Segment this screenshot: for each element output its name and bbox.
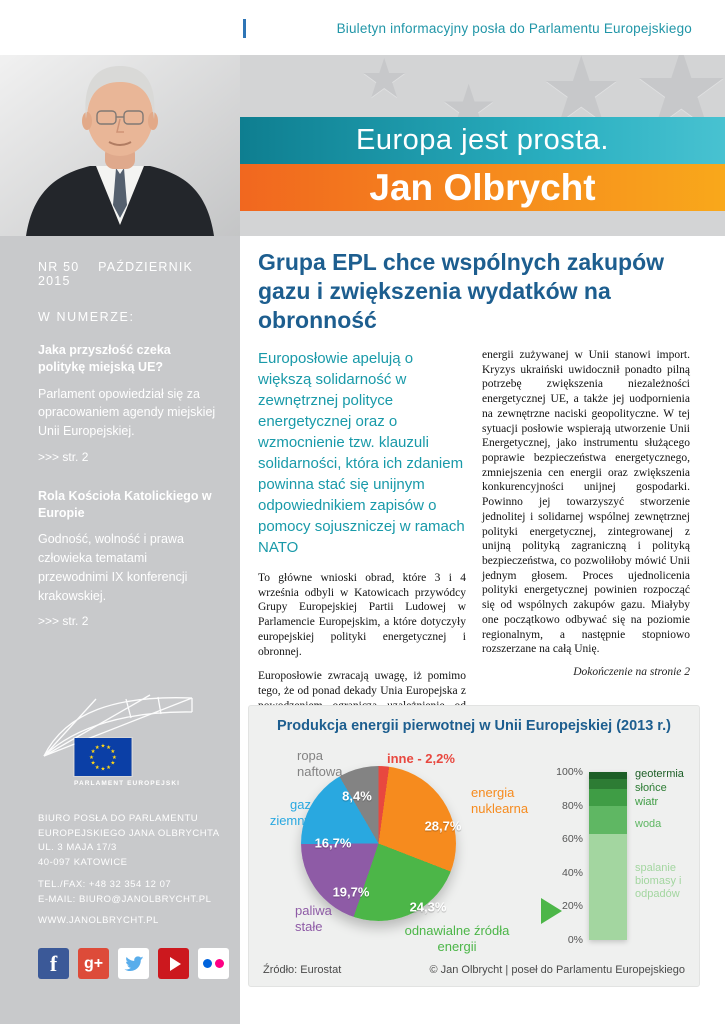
svg-text:★: ★ xyxy=(95,764,100,771)
header-banner: Europa jest prosta. Jan Olbrycht xyxy=(240,55,725,236)
social-icons-row: f g+ xyxy=(38,948,229,979)
article-lead: Europosłowie apelują o większą solidarno… xyxy=(258,349,465,556)
toc-item-body: Godność, wolność i prawa człowieka temat… xyxy=(38,532,188,603)
office-line: 40-097 KATOWICE xyxy=(38,857,128,869)
axis-tick-label: 80% xyxy=(561,799,583,812)
chart-copyright: © Jan Olbrycht | poseł do Parlamentu Eur… xyxy=(429,964,685,976)
bar-legend-item: wiatr xyxy=(635,796,659,808)
top-bar: Biuletyn informacyjny posła do Parlament… xyxy=(0,0,725,55)
accent-bar xyxy=(243,19,246,38)
bar-segment xyxy=(589,788,627,806)
office-email[interactable]: E-MAIL: BIURO@JANOLBRYCHT.PL xyxy=(38,893,212,905)
svg-text:★: ★ xyxy=(95,744,100,751)
issue-line: NR 50 PAŹDZIERNIK 2015 xyxy=(38,260,218,288)
office-line: EUROPEJSKIEGO JANA OLBRYCHTA xyxy=(38,827,220,839)
youtube-play-icon xyxy=(169,956,181,971)
twitter-icon[interactable] xyxy=(118,948,149,979)
portrait-photo xyxy=(0,55,240,236)
svg-text:★: ★ xyxy=(110,760,115,767)
continuation-note: Dokończenie na stronie 2 xyxy=(573,666,690,678)
bar-segment xyxy=(589,834,627,940)
toc-item-body: Parlament opowiedział się za opracowanie… xyxy=(38,386,216,439)
bar-legend-item: woda xyxy=(635,818,662,830)
bar-segment xyxy=(589,778,627,789)
in-this-issue-heading: W NUMERZE: xyxy=(38,310,135,324)
svg-text:★: ★ xyxy=(106,744,111,751)
pie-chart xyxy=(301,766,456,921)
toc-item-title: Jaka przyszłość czeka politykę miejską U… xyxy=(38,343,171,375)
ep-logo-block: ★ ★ ★ ★ ★ ★ ★ ★ ★ ★ ★ ★ PARLAMENT EUROPEJSKI xyxy=(38,688,213,808)
axis-tick-label: 20% xyxy=(561,900,583,913)
youtube-icon[interactable] xyxy=(158,948,189,979)
pie-slice-label: ropa naftowa xyxy=(297,748,343,779)
office-phone: TEL./FAX: +48 32 354 12 07 xyxy=(38,878,172,890)
svg-text:★: ★ xyxy=(100,765,105,772)
axis-tick-label: 60% xyxy=(561,833,583,846)
flickr-icon[interactable] xyxy=(198,948,229,979)
chart-title: Produkcja energii pierwotnej w Unii Euro… xyxy=(276,718,672,734)
eu-star-icon xyxy=(360,55,408,110)
pie-value-label: 24,3% xyxy=(409,899,447,915)
axis-tick-label: 100% xyxy=(556,766,583,778)
bar-segment xyxy=(589,772,627,779)
article-headline: Grupa EPL chce wspólnych zakupów gazu i … xyxy=(258,249,665,333)
flickr-pink-dot-icon xyxy=(215,959,224,968)
bar-legend-item: słońce xyxy=(635,782,667,794)
chart-source: Źródło: Eurostat xyxy=(263,964,342,976)
ep-logo-caption: PARLAMENT EUROPEJSKI xyxy=(74,780,181,787)
portrait-illustration xyxy=(0,55,240,236)
renewables-bar xyxy=(589,772,627,940)
google-plus-icon[interactable]: g+ xyxy=(78,948,109,979)
pie-value-label: 28,7% xyxy=(424,818,462,834)
article-paragraph: To główne wnioski obrad, które 3 i 4 wrz… xyxy=(258,571,466,658)
sidebar: NR 50 PAŹDZIERNIK 2015 W NUMERZE: Jaka p… xyxy=(0,236,240,1024)
energy-chart-box: Produkcja energii pierwotnej w Unii Euro… xyxy=(248,705,700,987)
pie-value-label: 8,4% xyxy=(342,788,372,804)
office-website[interactable]: WWW.JANOLBRYCHT.PL xyxy=(38,915,159,927)
facebook-icon[interactable]: f xyxy=(38,948,69,979)
pie-slice-label: energia nuklearna xyxy=(471,785,529,816)
bulletin-subtitle: Biuletyn informacyjny posła do Parlament… xyxy=(336,21,692,36)
toc-item-title: Rola Kościoła Katolickiego w Europie xyxy=(38,488,212,520)
name-band: Jan Olbrycht xyxy=(240,164,725,211)
svg-text:★: ★ xyxy=(112,754,117,761)
pie-slice-label: odnawialne źródła energii xyxy=(404,923,510,954)
tagline-band: Europa jest prosta. xyxy=(240,117,725,164)
issue-month: PAŹDZIERNIK 2015 xyxy=(38,260,194,288)
toc-item-page-link[interactable]: >>> str. 2 xyxy=(38,449,89,464)
bar-axis: 100% 80% 60% 40% 20% 0% xyxy=(539,766,583,946)
pie-value-label: 19,7% xyxy=(332,884,370,900)
bar-legend-item: spalanie biomasy i odpadów xyxy=(635,862,682,900)
pie-value-label: 16,7% xyxy=(314,835,352,851)
bar-segment xyxy=(589,805,627,835)
eu-flag-icon: ★ ★★ ★★★ ★★★ ★★★ xyxy=(74,738,132,776)
office-line: UL. 3 MAJA 17/3 xyxy=(38,842,117,854)
svg-text:★: ★ xyxy=(89,754,94,761)
svg-text:★: ★ xyxy=(91,748,96,755)
office-address: BIURO POSŁA DO PARLAMENTU EUROPEJSKIEGO … xyxy=(38,812,220,929)
toc-item-page-link[interactable]: >>> str. 2 xyxy=(38,614,89,629)
ep-building-sketch-icon xyxy=(43,694,193,757)
flickr-blue-dot-icon xyxy=(203,959,212,968)
svg-text:★: ★ xyxy=(91,760,96,767)
issue-number: NR 50 xyxy=(38,260,80,274)
axis-tick-label: 40% xyxy=(561,866,583,879)
svg-text:★: ★ xyxy=(100,743,105,750)
office-line: BIURO POSŁA DO PARLAMENTU xyxy=(38,813,199,824)
renewables-arrow-icon xyxy=(541,898,562,924)
twitter-bird-icon xyxy=(123,955,144,971)
article-column-right: energii zużywanej w Unii stanowi import.… xyxy=(482,348,690,728)
article-paragraph: energii zużywanej w Unii stanowi import.… xyxy=(482,348,690,656)
pie-slice-label: gaz ziemny xyxy=(269,797,311,828)
pie-slice-label: paliwa stałe xyxy=(295,903,332,934)
pie-slice-label: inne - 2,2% xyxy=(387,751,455,766)
bar-legend-item: geotermia xyxy=(635,768,684,780)
article-column-left: Europosłowie apelują o większą solidarno… xyxy=(258,348,466,728)
svg-text:★: ★ xyxy=(110,748,115,755)
svg-text:★: ★ xyxy=(106,764,111,771)
axis-tick-label: 0% xyxy=(567,933,583,946)
main-article: Grupa EPL chce wspólnych zakupów gazu i … xyxy=(240,236,725,1024)
